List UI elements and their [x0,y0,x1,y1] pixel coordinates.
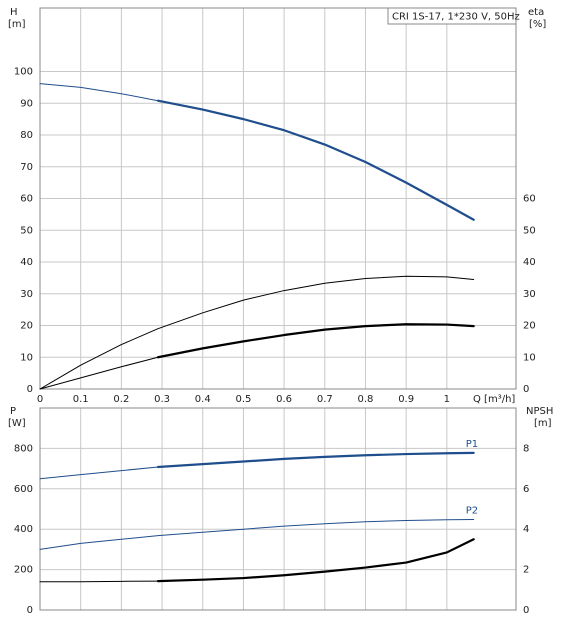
y-tick-label: 20 [20,321,33,332]
y2-tick-label: 2 [523,565,529,576]
y-tick-label: 60 [20,194,33,205]
y-tick-label: 0 [27,384,33,395]
y-tick-label: 70 [20,162,33,173]
curve [156,538,475,583]
y-label: P [10,406,16,417]
curve [39,519,475,550]
y2-tick-label: 30 [523,289,536,300]
x-tick-label: 0.8 [358,394,374,405]
x-tick-label: 0.9 [398,394,414,405]
y-tick-label: 600 [14,484,33,495]
x-tick-label: 0.6 [276,394,292,405]
y-tick-label: 30 [20,289,33,300]
y-tick-label: 800 [14,443,33,454]
y2-tick-label: 60 [523,194,536,205]
y-label: H [10,7,18,18]
x-tick-label: 0.7 [317,394,333,405]
x-tick-label: 0.3 [154,394,170,405]
curve-label: P2 [466,506,478,517]
y2-tick-label: 0 [523,384,529,395]
y2-label: eta [528,7,544,18]
curve [156,451,475,469]
y2-tick-label: 0 [523,605,529,616]
curve [39,356,159,390]
y-unit: [W] [8,418,26,429]
y-unit: [m] [8,19,26,30]
y-tick-label: 80 [20,130,33,141]
y2-tick-label: 10 [523,352,536,363]
y2-tick-label: 40 [523,257,536,268]
plot-frame [39,7,517,390]
curve [156,99,475,221]
y-tick-label: 50 [20,225,33,236]
title-box [387,7,517,25]
curve [39,275,475,390]
chart-title: CRI 1S-17, 1*230 V, 50Hz [392,12,520,23]
y2-tick-label: 8 [523,443,529,454]
curve [156,323,475,359]
y2-label: NPSH [526,406,553,417]
x-tick-label: 0.4 [195,394,211,405]
x-tick-label: 0 [37,394,43,405]
x-tick-label: 0.2 [113,394,129,405]
y-tick-label: 40 [20,257,33,268]
y-tick-label: 0 [27,605,33,616]
x-tick-label: 1 [444,394,450,405]
y2-unit: [%] [529,19,546,30]
curve [39,83,159,102]
curve [39,580,159,583]
y2-tick-label: 50 [523,225,536,236]
y-tick-label: 200 [14,565,33,576]
y2-tick-label: 20 [523,321,536,332]
x-tick-label: 0.1 [73,394,89,405]
y-tick-label: 10 [20,352,33,363]
x-label: Q [m³/h] [473,394,515,405]
y-tick-label: 400 [14,524,33,535]
y2-tick-label: 6 [523,484,529,495]
y2-tick-label: 4 [523,524,529,535]
y2-unit: [m] [534,418,552,429]
y-tick-label: 100 [14,67,33,78]
curve-label: P1 [466,439,478,450]
curve [39,466,159,480]
plot-frame [39,407,517,611]
y-tick-label: 90 [20,98,33,109]
x-tick-label: 0.5 [235,394,251,405]
